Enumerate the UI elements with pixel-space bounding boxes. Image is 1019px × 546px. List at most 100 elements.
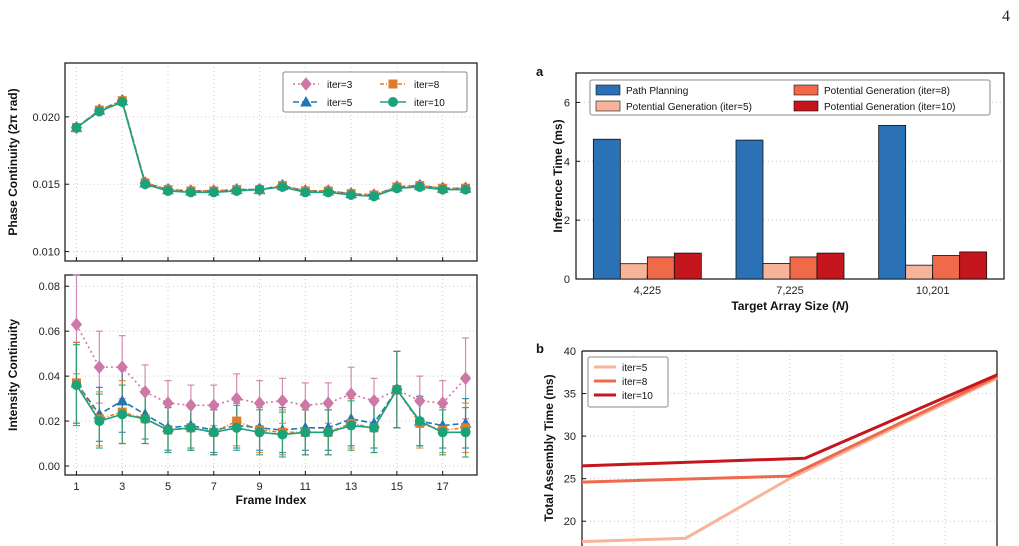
y-tick-label: 25 [564, 474, 576, 486]
data-point [93, 360, 105, 374]
legend-marker [388, 97, 398, 107]
data-point [231, 185, 242, 196]
x-tick-label: 7 [211, 481, 217, 493]
data-point [346, 420, 357, 431]
series-line [581, 375, 998, 484]
series-line [75, 382, 466, 431]
x-tick-label: 15 [391, 481, 403, 493]
y-axis-label: Phase Continuity (2π rad) [6, 88, 20, 235]
page-number: 4 [1002, 8, 1010, 25]
data-point [185, 398, 197, 413]
data-point [368, 394, 380, 408]
data-point [208, 427, 219, 438]
data-point [140, 179, 151, 190]
data-point [299, 398, 311, 413]
panel-label-b: b [536, 341, 544, 356]
data-point [345, 387, 357, 401]
data-point [437, 396, 449, 410]
y-tick-label: 2 [564, 215, 570, 227]
bar [816, 252, 845, 280]
data-point [323, 427, 334, 438]
bar [959, 251, 988, 280]
legend-swatch [793, 84, 819, 96]
data-point [323, 187, 334, 198]
bar [592, 138, 621, 280]
data-point [369, 422, 379, 433]
legend-label: iter=5 [327, 98, 353, 109]
data-point [346, 190, 357, 200]
phase-continuity-panel: 0.010 0.015 0.020 Phase Continuity (2π rad)… [6, 62, 478, 262]
x-axis-label-end: ) [845, 299, 849, 313]
data-point [140, 413, 151, 424]
panel-label-a: a [536, 64, 544, 79]
y-axis-label: Total Assembly Time (ms) [542, 374, 556, 521]
bar [619, 263, 648, 280]
data-point [71, 122, 82, 133]
data-point [231, 391, 243, 406]
y-tick-label: 0.00 [39, 461, 60, 473]
data-point [254, 184, 265, 195]
data-point [391, 384, 402, 395]
y-tick-label: 0.02 [39, 416, 60, 428]
bar [789, 256, 818, 280]
legend-label: Potential Generation (iter=5) [626, 102, 752, 113]
data-point [117, 97, 128, 108]
legend-marker [300, 77, 312, 91]
y-tick-label: 0.010 [32, 247, 60, 259]
data-point [231, 422, 242, 433]
bar [762, 263, 791, 280]
data-point [277, 181, 288, 192]
legend-swatch [793, 100, 819, 112]
series-line [581, 376, 998, 544]
series-line [75, 324, 467, 407]
legend-label: iter=8 [622, 377, 648, 388]
legend-label: Potential Generation (iter=10) [824, 102, 955, 113]
data-point [139, 385, 151, 399]
data-point [208, 187, 219, 198]
legend-label: iter=10 [622, 391, 653, 402]
data-point [94, 106, 105, 117]
data-point [94, 416, 105, 427]
data-point [253, 396, 266, 410]
y-tick-label: 30 [564, 431, 576, 443]
x-tick-label: 5 [165, 481, 171, 493]
data-point [414, 416, 425, 427]
x-tick-label: 17 [437, 481, 449, 493]
data-point [391, 183, 402, 194]
legend-box [282, 71, 468, 113]
legend-label: iter=10 [414, 98, 445, 109]
data-point [163, 425, 173, 436]
y-axis-label: Inference Time (ms) [551, 119, 565, 232]
inference-time-panel: a 0 2 4 6 4,225 7,225 10,201 Target Array Size (… [536, 64, 1005, 313]
data-point [277, 429, 288, 440]
y-tick-label: 35 [564, 389, 576, 401]
data-point [254, 427, 265, 438]
data-point [162, 396, 174, 410]
y-tick-label: 0.06 [39, 326, 60, 338]
legend-swatch [595, 100, 621, 112]
data-point [116, 360, 128, 374]
bar [646, 256, 675, 280]
data-point [437, 427, 448, 438]
y-tick-label: 0 [564, 274, 570, 286]
bar [905, 264, 934, 280]
x-tick-label: 3 [119, 481, 125, 493]
legend-box [589, 79, 991, 116]
bar [932, 255, 961, 280]
x-axis-label: Target Array Size (N) [731, 299, 848, 313]
data-point [459, 371, 472, 386]
series-line [75, 384, 466, 436]
y-tick-label: 0.08 [39, 281, 60, 293]
bar [673, 252, 702, 280]
bar [878, 124, 907, 280]
data-point [117, 409, 128, 420]
series-line [75, 382, 466, 434]
data-point [71, 380, 82, 391]
data-point [437, 184, 448, 195]
data-point [414, 394, 426, 408]
bar [735, 139, 764, 280]
y-tick-label: 4 [564, 156, 570, 168]
legend-marker [388, 79, 398, 89]
